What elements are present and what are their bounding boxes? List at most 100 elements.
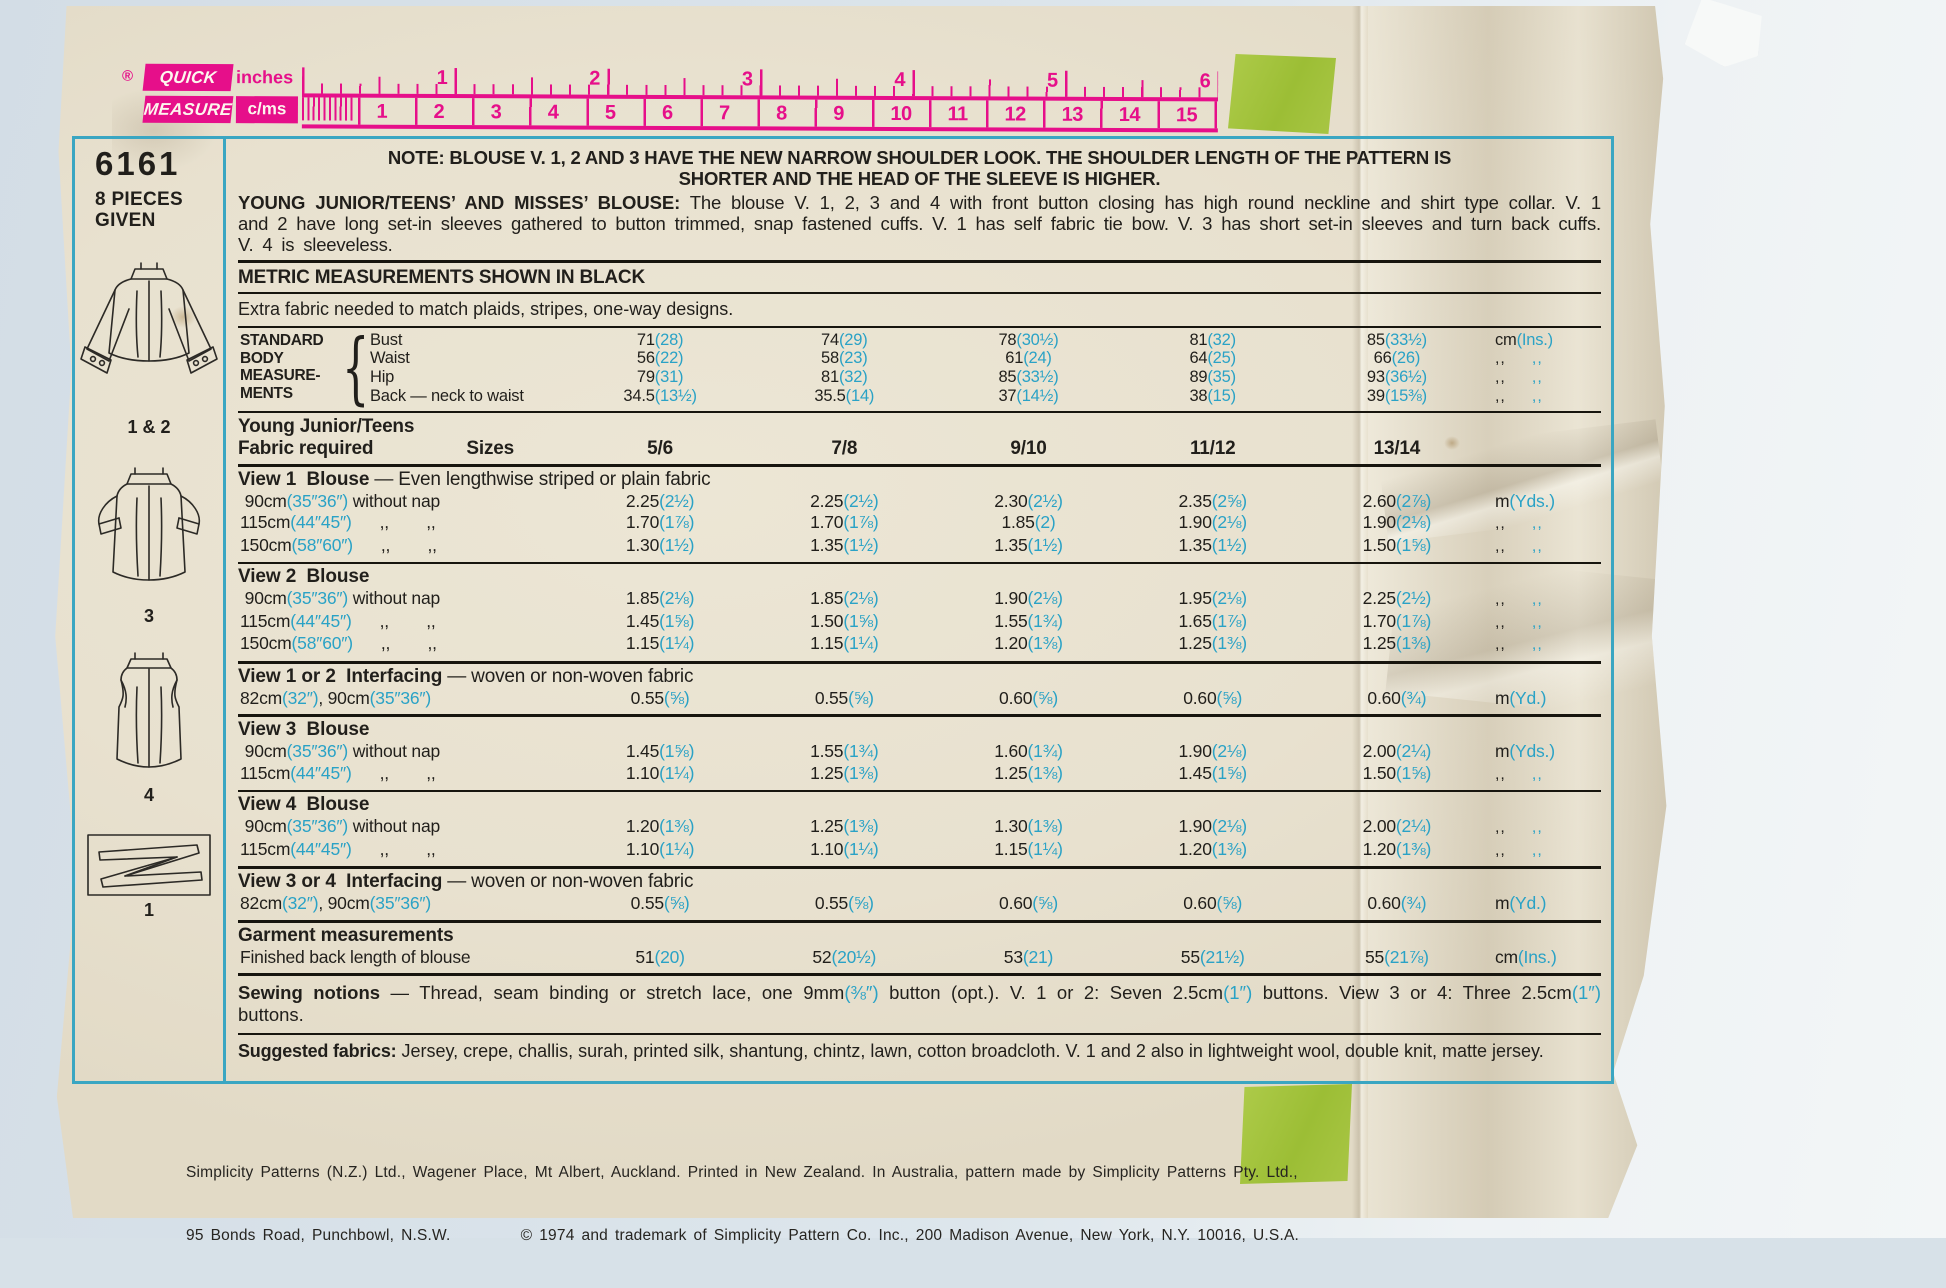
value-cell: 51(20) [568,947,752,969]
inch-number: 6 [1200,70,1211,93]
table-row: 115cm(44″45″) ,, ,,1.70(1⅞)1.70(1⅞)1.85(… [238,512,1601,535]
value-cell: 1.20(1⅜) [568,816,752,838]
row-label: 115cm(44″45″) ,, ,, [238,611,568,633]
value-cell: 1.35(1½) [1121,535,1305,557]
inch-number: 3 [742,68,753,91]
value-cell: 0.55(⅝) [752,893,936,915]
inch-number: 5 [1047,70,1058,93]
pieces-given-line1: 8 PIECES [95,189,223,210]
value-cell: 1.45(1⅝) [568,611,752,633]
suggested-fabrics-body: Jersey, crepe, challis, surah, printed s… [396,1041,1543,1061]
row-label: 90cm(35″36″) without nap [238,588,568,610]
value-cell: 1.50(1⅝) [1305,535,1489,557]
value-cell: 0.55(⅝) [568,688,752,710]
value-cell: 55(21½) [1121,947,1305,969]
tie-piece-sketch-view-1 [85,832,213,898]
unit-cell: cm(Ins.) [1489,947,1601,969]
cm-number: 1 [376,101,387,124]
value-cell: 1.50(1⅝) [1305,763,1489,785]
cm-number: 13 [1062,104,1083,127]
row-label: 90cm(35″36″) without nap [238,491,568,513]
value-cell: 64(25) [1121,349,1305,367]
value-cell: 1.55(1¾) [936,611,1120,633]
unit-cell: m(Yd.) [1489,688,1601,710]
value-cell: 1.20(1⅜) [1121,839,1305,861]
value-cell: 85(33½) [1305,331,1489,349]
value-cell: 2.30(2½) [936,491,1120,513]
view-label-1-2: 1 & 2 [75,417,223,438]
row-label: 115cm(44″45″) ,, ,, [238,839,568,861]
value-cell: 71(28) [568,331,752,349]
suggested-fabrics-title: Suggested fabrics: [238,1041,396,1061]
footer-line1: Simplicity Patterns (N.Z.) Ltd., Wagener… [186,1162,1476,1183]
value-cell: 1.45(1⅝) [1121,763,1305,785]
unit-cell: ,,,, [1489,611,1601,634]
fabric-required-cell: Fabric required Sizes [238,438,568,460]
value-cell: 66(26) [1305,349,1489,367]
value-cell: 2.00(2¼) [1305,741,1489,763]
note-line1: NOTE: BLOUSE V. 1, 2 AND 3 HAVE THE NEW … [238,147,1601,168]
printed-content-box: 6161 8 PIECES GIVEN 1 & 2 [72,136,1614,1084]
description-title: YOUNG JUNIOR/TEENS’ AND MISSES’ BLOUSE: [238,192,680,213]
value-cell: 1.90(2⅛) [936,588,1120,610]
ruler-unit-labels: inches c/ms [236,64,298,124]
cms-label: c/ms [236,96,298,123]
suggested-fabrics: Suggested fabrics: Jersey, crepe, challi… [238,1035,1601,1068]
sewing-notions: Sewing notions — Thread, seam binding or… [238,976,1601,1035]
unit-cell: ,,,, [1489,816,1601,839]
value-cell: 0.55(⅝) [752,688,936,710]
green-tape-top [1228,54,1336,134]
size-col-5: 13/14 [1305,438,1489,460]
value-cell: 61(24) [936,349,1120,367]
table-row: 115cm(44″45″) ,, ,,1.45(1⅝)1.50(1⅝)1.55(… [238,611,1601,634]
value-cell: 1.25(1⅜) [752,763,936,785]
row-label: 150cm(58″60″) ,, ,, [238,535,568,557]
cm-number: 7 [719,102,730,125]
size-group-label: Young Junior/Teens [238,416,1601,437]
value-cell: 2.00(2¼) [1305,816,1489,838]
value-cell: 2.35(2⅝) [1121,491,1305,513]
unit-cell: ,,,, [1489,368,1601,387]
value-cell: 81(32) [1121,331,1305,349]
blouse-sketch-view-4 [97,647,201,783]
blouse-sketch-view-3 [87,462,211,604]
row-label: 90cm(35″36″) without nap [238,741,568,763]
row-label: 115cm(44″45″) ,, ,, [238,763,568,785]
size-col-4: 11/12 [1121,438,1305,460]
value-cell: 74(29) [752,331,936,349]
unit-cell: m(Yds.) [1489,491,1601,513]
section-heading: View 3 Blouse [238,719,1601,741]
value-cell: 2.25(2½) [1305,588,1489,610]
value-cell: 58(23) [752,349,936,367]
value-cell: 1.70(1⅞) [568,512,752,534]
value-cell: 1.60(1¾) [936,741,1120,763]
cm-number: 5 [605,102,616,125]
table-row: 115cm(44″45″) ,, ,,1.10(1¼)1.25(1⅜)1.25(… [238,763,1601,786]
value-cell: 56(22) [568,349,752,367]
extra-fabric-note: Extra fabric needed to match plaids, str… [238,294,1601,328]
pieces-given-line2: GIVEN [95,210,223,231]
row-label: 82cm(32″), 90cm(35″36″) [238,688,568,710]
row-label: 82cm(32″), 90cm(35″36″) [238,893,568,915]
value-cell: 1.90(2⅛) [1121,512,1305,534]
size-header: Young Junior/Teens Fabric required Sizes… [238,413,1601,467]
value-cell: 1.25(1⅜) [1305,633,1489,655]
cm-number: 10 [890,103,911,126]
fabric-section: View 1 or 2 Interfacing — woven or non-w… [238,664,1601,718]
table-row: 150cm(58″60″) ,, ,,1.30(1½)1.35(1½)1.35(… [238,535,1601,558]
value-cell: 52(20½) [752,947,936,969]
value-cell: 55(21⅞) [1305,947,1489,969]
row-label: 115cm(44″45″) ,, ,, [238,512,568,534]
value-cell: 79(31) [568,368,752,386]
